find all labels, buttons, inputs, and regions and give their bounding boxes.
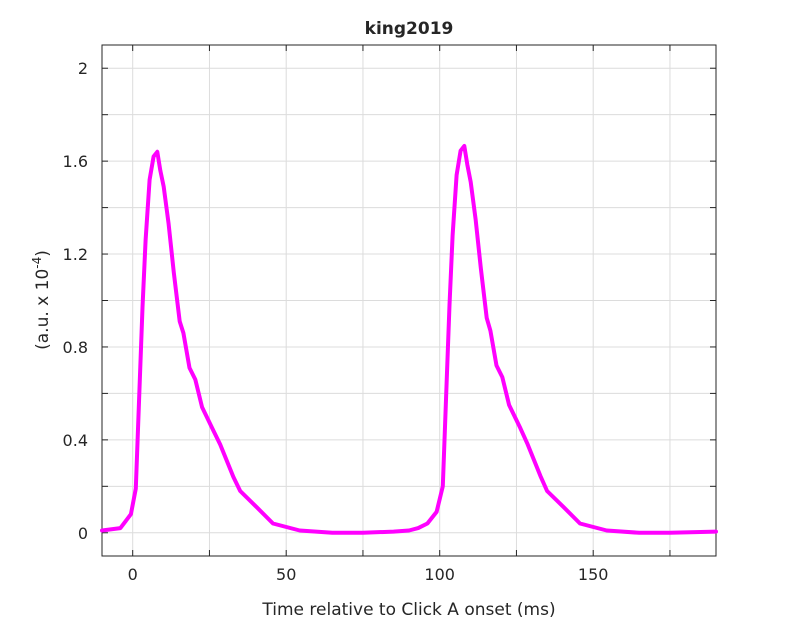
ticks: 0 50 100 150 0 0.4 0.8 1.2 1.6 2 bbox=[63, 45, 716, 584]
chart-title: king2019 bbox=[365, 19, 454, 39]
x-tick-label: 0 bbox=[128, 565, 138, 584]
y-tick-label: 0.4 bbox=[63, 431, 88, 450]
y-tick-label: 2 bbox=[78, 59, 88, 78]
series-line bbox=[100, 144, 718, 535]
y-axis-label: (a.u. x 10-4) bbox=[30, 250, 53, 350]
x-axis-label: Time relative to Click A onset (ms) bbox=[261, 600, 555, 620]
y-axis-label-exponent: -4 bbox=[30, 257, 44, 269]
y-axis-label-close: ) bbox=[33, 250, 53, 257]
x-tick-label: 100 bbox=[424, 565, 455, 584]
x-tick-label: 50 bbox=[276, 565, 296, 584]
y-tick-label: 0.8 bbox=[63, 338, 88, 357]
x-tick-label: 150 bbox=[578, 565, 609, 584]
y-tick-label: 1.6 bbox=[63, 152, 88, 171]
grid bbox=[102, 45, 716, 556]
y-tick-label: 0 bbox=[78, 524, 88, 543]
y-axis-label-base: (a.u. x 10 bbox=[33, 269, 53, 350]
y-tick-label: 1.2 bbox=[63, 245, 88, 264]
